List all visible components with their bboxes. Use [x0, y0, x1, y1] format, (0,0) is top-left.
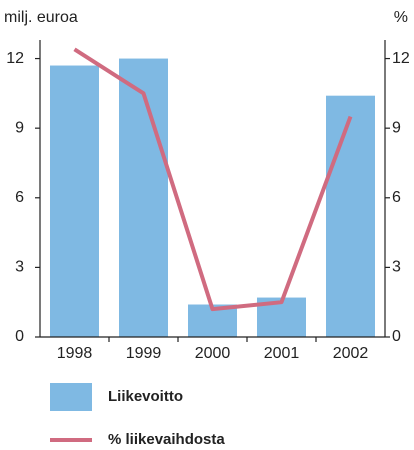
y2-tick-label: 12	[392, 50, 410, 67]
y2-axis-label: %	[394, 9, 408, 26]
y-tick-label: 12	[6, 50, 24, 67]
y-tick-label: 9	[15, 119, 24, 136]
x-tick-label: 2001	[264, 345, 300, 362]
y2-tick-label: 3	[392, 259, 401, 276]
bar	[326, 95, 375, 337]
y2-tick-label: 9	[392, 119, 401, 136]
x-tick-label: 2000	[195, 345, 231, 362]
y-tick-label: 0	[15, 328, 24, 345]
y2-tick-label: 6	[392, 189, 401, 206]
legend-label: Liikevoitto	[108, 388, 183, 405]
legend-label: % liikevaihdosta	[108, 431, 225, 448]
bar	[119, 58, 168, 337]
bar	[50, 65, 99, 337]
line	[73, 47, 353, 312]
x-tick-label: 1999	[126, 345, 162, 362]
legend-swatch	[50, 383, 92, 411]
y-tick-label: 6	[15, 189, 24, 206]
x-tick-label: 2002	[333, 345, 369, 362]
x-tick-label: 1998	[57, 345, 93, 362]
y2-tick-label: 0	[392, 328, 401, 345]
y-tick-label: 3	[15, 259, 24, 276]
y-axis-label: milj. euroa	[4, 9, 78, 26]
